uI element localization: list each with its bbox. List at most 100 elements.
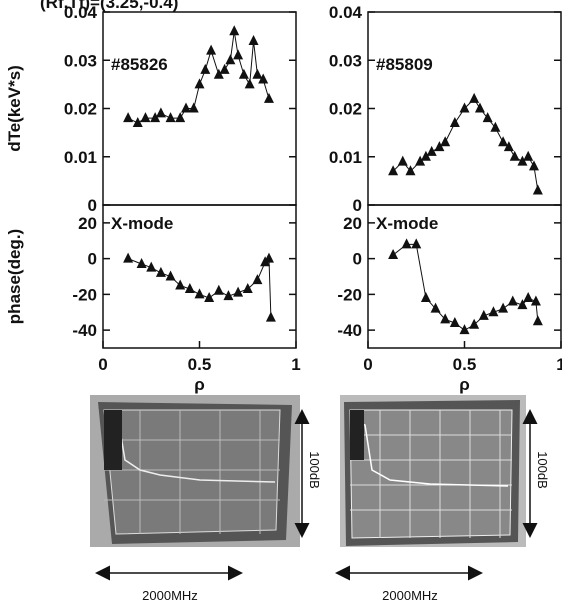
data-point	[498, 302, 509, 313]
data-point	[233, 49, 244, 60]
data-point	[206, 44, 217, 55]
data-point	[252, 68, 263, 79]
data-point	[397, 155, 408, 166]
data-point	[434, 141, 445, 152]
data-point	[146, 261, 157, 272]
photo	[340, 395, 526, 547]
y-tick-label: -40	[72, 321, 97, 340]
data-point	[469, 92, 480, 103]
data-point	[509, 150, 520, 161]
y-tick-label: 0.02	[64, 100, 97, 119]
y-tick-label: 0	[88, 196, 97, 215]
data-point	[488, 306, 499, 317]
y-axis-label: phase(deg.)	[5, 229, 24, 324]
data-point	[242, 283, 253, 294]
data-point	[498, 136, 509, 147]
y-tick-label: -40	[337, 321, 362, 340]
data-point	[248, 34, 259, 45]
data-point	[165, 270, 176, 281]
data-point	[532, 184, 543, 195]
y-tick-label: 0	[353, 196, 362, 215]
data-point	[233, 286, 244, 297]
data-point	[136, 257, 147, 268]
x-tick-label: 0	[98, 355, 107, 374]
data-line	[392, 243, 539, 331]
data-point	[252, 274, 263, 285]
data-point	[229, 25, 240, 36]
plot-frame	[102, 11, 297, 206]
subtitle: ne0 = 1x1019 m-3	[55, 0, 180, 3]
photo-label: 2000MHz	[142, 588, 198, 603]
data-point	[430, 302, 441, 313]
data-point	[388, 165, 399, 176]
y-tick-label: 20	[78, 214, 97, 233]
data-point	[459, 324, 470, 335]
photo	[90, 395, 300, 547]
data-point	[175, 112, 186, 123]
data-point	[474, 102, 485, 113]
data-point	[223, 290, 234, 301]
data-point	[175, 279, 186, 290]
data-point	[213, 68, 224, 79]
data-point	[184, 283, 195, 294]
data-point	[388, 249, 399, 260]
y-tick-label: 0.01	[329, 148, 362, 167]
data-point	[188, 102, 199, 113]
data-point	[140, 112, 151, 123]
data-point	[440, 136, 451, 147]
annotation: #85809	[376, 55, 433, 74]
data-point	[449, 316, 460, 327]
y-tick-label: 0.03	[329, 51, 362, 70]
data-point	[258, 73, 269, 84]
subtitle-part: e0	[65, 0, 79, 3]
data-point	[263, 252, 274, 263]
data-point	[194, 78, 205, 89]
data-point	[523, 150, 534, 161]
data-point	[426, 145, 437, 156]
subtitle: ne0 = 2x1019m-3	[320, 0, 440, 3]
data-point	[244, 78, 255, 89]
data-point	[517, 299, 528, 310]
data-point	[523, 291, 534, 302]
data-point	[517, 155, 528, 166]
figure-title: (Rf,Tf)=(3.25,-0.4)	[40, 0, 178, 12]
x-tick-label: 1	[291, 355, 300, 374]
data-point	[405, 165, 416, 176]
data-point	[263, 92, 274, 103]
photo-label: 100dB	[535, 451, 550, 489]
annotation: #85826	[111, 55, 168, 74]
data-point	[503, 141, 514, 152]
photo-label: 100dB	[307, 451, 322, 489]
data-point	[200, 63, 211, 74]
data-point	[478, 309, 489, 320]
data-point	[155, 266, 166, 277]
y-tick-label: -20	[337, 285, 362, 304]
subtitle-part: e0	[330, 0, 344, 3]
x-tick-label: 0	[363, 355, 372, 374]
data-point	[411, 238, 422, 249]
data-point	[180, 102, 191, 113]
data-point	[213, 284, 224, 295]
x-tick-label: 1	[556, 355, 562, 374]
y-tick-label: 0.04	[329, 3, 363, 22]
data-point	[401, 238, 412, 249]
data-point	[265, 311, 276, 322]
data-point	[507, 295, 518, 306]
annotation: X-mode	[376, 214, 438, 233]
data-point	[204, 291, 215, 302]
data-point	[150, 112, 161, 123]
data-point	[530, 295, 541, 306]
data-point	[238, 68, 249, 79]
data-point	[420, 150, 431, 161]
y-tick-label: 20	[343, 214, 362, 233]
photo-label: 2000MHz	[382, 588, 438, 603]
x-axis-label: ρ	[459, 375, 470, 394]
y-tick-label: -20	[72, 285, 97, 304]
data-point	[440, 313, 451, 324]
y-tick-label: 0.04	[64, 3, 98, 22]
annotation: X-mode	[111, 214, 173, 233]
data-point	[449, 116, 460, 127]
data-line	[392, 98, 539, 191]
data-point	[123, 252, 134, 263]
x-tick-label: 0.5	[188, 355, 212, 374]
